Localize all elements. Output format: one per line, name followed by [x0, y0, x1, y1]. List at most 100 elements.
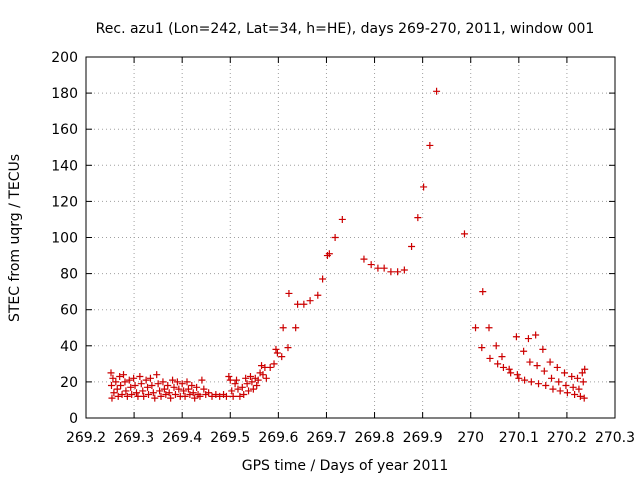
data-point [492, 342, 500, 350]
data-point [162, 391, 170, 399]
x-tick-label: 269.4 [162, 430, 202, 446]
data-point [170, 383, 178, 391]
data-point [367, 261, 375, 269]
data-point [146, 374, 154, 382]
data-point [507, 369, 515, 377]
data-point [169, 376, 177, 384]
data-points [107, 87, 589, 402]
data-point [499, 363, 507, 371]
y-tick-label: 120 [51, 194, 78, 210]
data-point [189, 389, 197, 397]
data-point [142, 376, 150, 384]
data-point [109, 374, 117, 382]
x-tick-label: 269.5 [210, 430, 250, 446]
x-tick-label: 269.8 [354, 430, 394, 446]
data-point [556, 387, 564, 395]
data-point [140, 392, 148, 400]
data-point [573, 374, 581, 382]
data-point [229, 392, 237, 400]
data-point [521, 376, 529, 384]
x-axis-label: GPS time / Days of year 2011 [242, 458, 449, 474]
x-tick-label: 269.9 [403, 430, 443, 446]
y-tick-label: 180 [51, 86, 78, 102]
data-point [540, 367, 548, 375]
data-point [114, 392, 122, 400]
data-point [387, 268, 395, 276]
data-point [258, 362, 266, 370]
data-point [576, 392, 584, 400]
data-point [248, 378, 256, 386]
data-point [130, 374, 138, 382]
y-tick-label: 20 [60, 375, 78, 391]
data-point [535, 380, 543, 388]
data-point [486, 354, 494, 362]
data-point [186, 391, 194, 399]
data-point [568, 372, 576, 380]
data-point [136, 372, 144, 380]
data-point [338, 215, 346, 223]
data-point [478, 344, 486, 352]
data-point [505, 365, 513, 373]
data-point [266, 363, 274, 371]
data-point [294, 300, 302, 308]
data-point [562, 382, 570, 390]
data-point [139, 387, 147, 395]
data-point [112, 378, 120, 386]
data-point [145, 391, 153, 399]
x-tick-label: 270.2 [547, 430, 587, 446]
data-point [272, 345, 280, 353]
data-point [553, 363, 561, 371]
y-tick-label: 80 [60, 267, 78, 283]
data-point [125, 376, 133, 384]
data-point [292, 324, 300, 332]
data-point [527, 378, 535, 386]
data-point [578, 369, 586, 377]
x-tick-label: 270.1 [499, 430, 539, 446]
data-point [200, 385, 208, 393]
data-point [216, 392, 224, 400]
y-tick-label: 140 [51, 158, 78, 174]
data-point [546, 358, 554, 366]
data-point [533, 362, 541, 370]
data-point [278, 353, 286, 361]
data-point [433, 87, 441, 95]
data-point [571, 391, 579, 399]
data-point [238, 383, 246, 391]
data-point [127, 383, 135, 391]
data-point [184, 385, 192, 393]
data-point [117, 382, 125, 390]
data-point [515, 374, 523, 382]
data-point [243, 380, 251, 388]
data-point [188, 382, 196, 390]
plot-frame [85, 56, 616, 419]
y-tick-label: 0 [69, 411, 78, 427]
data-point [108, 394, 116, 402]
data-point [113, 385, 121, 393]
data-point [498, 353, 506, 361]
data-point [131, 382, 139, 390]
data-point [548, 374, 556, 382]
data-point [581, 365, 589, 373]
data-point [306, 297, 314, 305]
data-point [121, 378, 129, 386]
data-point [164, 382, 172, 390]
data-point [132, 389, 140, 397]
data-point [120, 371, 128, 379]
data-point [314, 291, 322, 299]
data-point [561, 369, 569, 377]
data-point [183, 378, 191, 386]
data-point [539, 345, 547, 353]
x-tick-label: 270.3 [595, 430, 635, 446]
data-point [180, 387, 188, 395]
x-tick-label: 269.7 [306, 430, 346, 446]
data-point [270, 360, 278, 368]
data-point [245, 387, 253, 395]
data-point [279, 324, 287, 332]
data-point [225, 372, 233, 380]
data-point [284, 344, 292, 352]
y-tick-label: 60 [60, 303, 78, 319]
data-point [110, 389, 118, 397]
data-point [116, 372, 124, 380]
y-tick-label: 160 [51, 122, 78, 138]
data-point [300, 300, 308, 308]
